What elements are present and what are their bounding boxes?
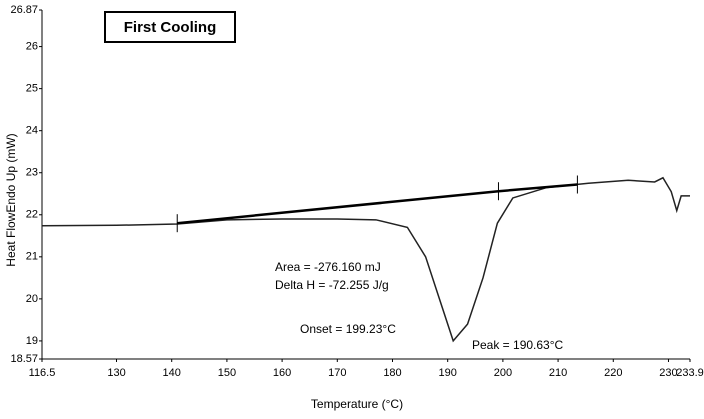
y-tick-label: 18.57 [10,353,38,365]
x-tick-label: 233.9 [676,367,704,379]
x-tick-label: 220 [604,367,622,379]
y-axis-label: Heat FlowEndo Up (mW) [4,133,18,266]
x-tick-label: 160 [273,367,291,379]
x-tick-label: 170 [328,367,346,379]
x-tick-label: 130 [107,367,125,379]
y-tick-label: 26.87 [10,4,38,16]
annotation: Area = -276.160 mJ [275,260,381,274]
y-tick-label: 25 [26,83,38,95]
annotation: Delta H = -72.255 J/g [275,278,389,292]
x-tick-label: 190 [439,367,457,379]
annotation: Onset = 199.23°C [300,322,396,336]
data-line [177,183,578,225]
y-tick-label: 19 [26,335,38,347]
x-axis-label: Temperature (°C) [311,397,403,411]
x-tick-label: 230 [659,367,677,379]
y-tick-label: 24 [26,125,38,137]
title-box [104,11,236,43]
y-tick-label: 23 [26,167,38,179]
x-tick-label: 210 [549,367,567,379]
y-tick-label: 20 [26,293,38,305]
y-tick-label: 22 [26,209,38,221]
x-tick-label: 140 [163,367,181,379]
y-tick-label: 26 [26,40,38,52]
x-tick-label: 150 [218,367,236,379]
annotation: Peak = 190.63°C [472,338,564,352]
x-tick-label: 116.5 [29,367,56,379]
data-line [41,176,690,343]
y-tick-label: 21 [26,251,38,263]
x-tick-label: 200 [494,367,512,379]
chart-title: First Cooling [124,19,217,36]
x-tick-label: 180 [383,367,401,379]
